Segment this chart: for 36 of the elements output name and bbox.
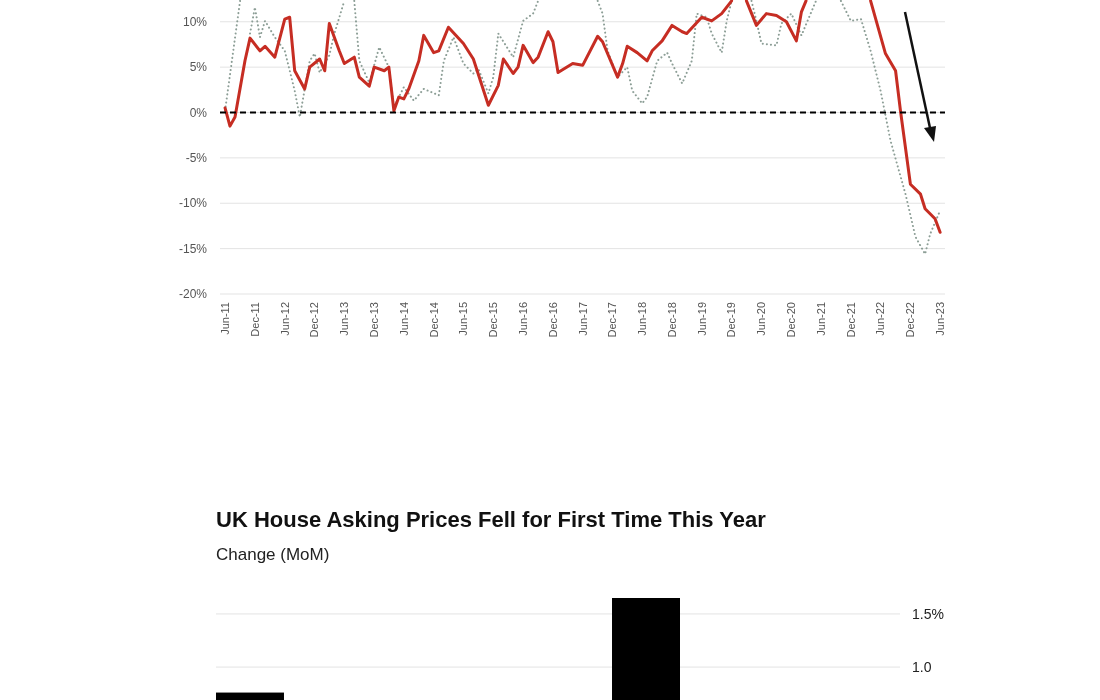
x-tick-label: Jun-14 [397, 302, 410, 336]
x-tick-label: Dec-19 [725, 302, 738, 338]
x-tick-label: Dec-17 [606, 302, 619, 338]
x-tick-label: Jun-20 [755, 302, 768, 336]
y-tick-label: -15% [178, 241, 208, 256]
y-tick-label: 1.5% [912, 605, 944, 622]
x-tick-label: Dec-12 [308, 302, 321, 338]
x-tick-label: Dec-14 [427, 302, 440, 338]
x-tick-label: Dec-21 [844, 302, 857, 338]
x-tick-label: Jun-21 [814, 302, 827, 336]
x-tick-label: Jun-17 [576, 302, 589, 336]
x-tick-label: Dec-13 [368, 302, 381, 338]
x-tick-label: Jun-12 [278, 302, 291, 336]
x-tick-label: Dec-22 [904, 302, 917, 338]
x-tick-label: Dec-20 [785, 302, 798, 338]
y-tick-label: 0% [189, 105, 208, 120]
x-tick-label: Jun-22 [874, 302, 887, 336]
x-tick-label: Dec-15 [487, 302, 500, 338]
chart-title: UK House Asking Prices Fell for First Time This Year [216, 507, 767, 532]
x-tick-label: Dec-18 [665, 302, 678, 338]
y-tick-label: 1.0 [912, 658, 932, 675]
x-tick-label: Jun-23 [933, 302, 946, 336]
chart-subtitle: Change (MoM) [216, 545, 330, 564]
y-tick-label: 5% [189, 60, 208, 75]
x-tick-label: Jun-18 [636, 302, 649, 336]
x-tick-label: Jun-15 [457, 302, 470, 336]
x-tick-label: Dec-11 [248, 302, 261, 337]
y-tick-label: -20% [178, 287, 208, 302]
x-tick-label: Jun-11 [218, 302, 231, 335]
y-tick-label: -5% [185, 151, 208, 166]
y-tick-label: 10% [182, 14, 208, 29]
y-tick-label: -10% [178, 196, 208, 211]
x-tick-label: Jun-19 [695, 302, 708, 336]
x-tick-label: Jun-13 [338, 302, 351, 336]
x-tick-label: Dec-16 [546, 302, 559, 338]
x-tick-label: Jun-16 [516, 302, 529, 336]
